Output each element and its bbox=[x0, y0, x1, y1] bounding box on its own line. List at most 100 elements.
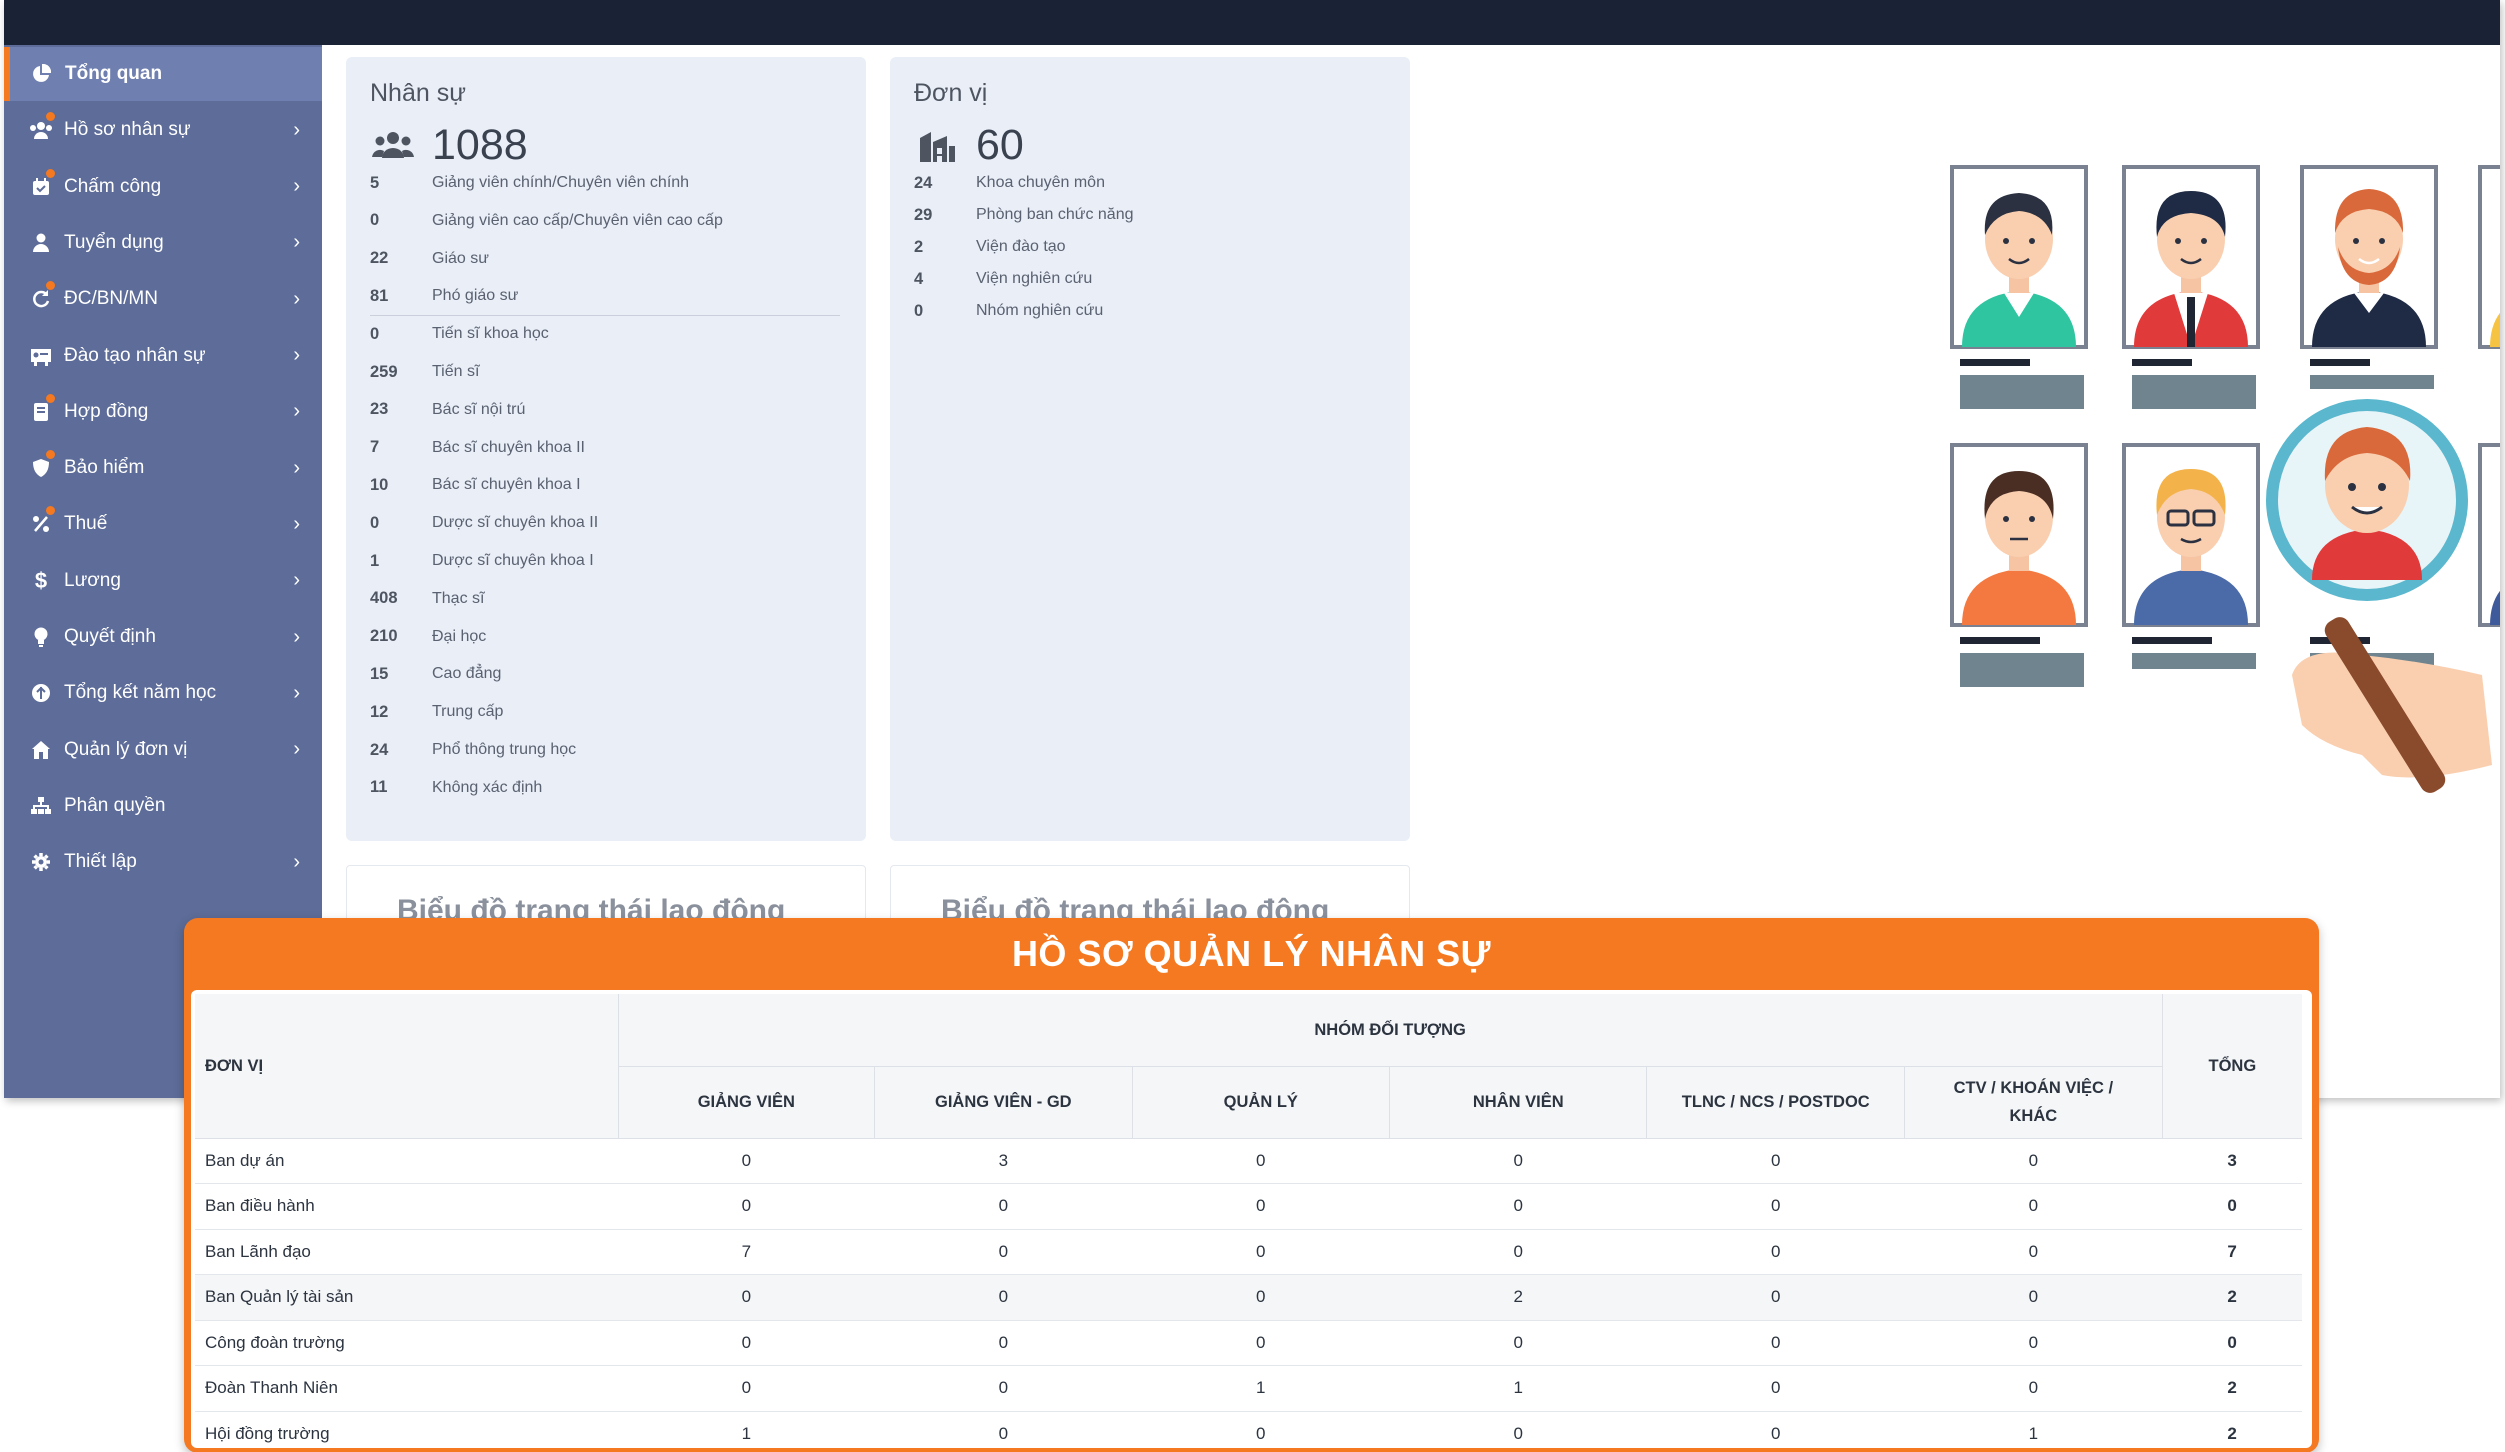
sidebar-item-2[interactable]: Chấm công › bbox=[4, 160, 322, 214]
sidebar-item-6[interactable]: Hợp đồng › bbox=[4, 385, 322, 439]
stat-label: Phổ thông trung học bbox=[432, 741, 577, 758]
count-cell: 0 bbox=[1904, 1274, 2163, 1321]
count-cell: 0 bbox=[1646, 1138, 1905, 1184]
sidebar-item-0[interactable]: Tổng quan bbox=[4, 47, 322, 101]
stat-label: Giảng viên chính/Chuyên viên chính bbox=[432, 174, 690, 191]
sidebar-item-11[interactable]: Tổng kết năm học › bbox=[4, 666, 322, 720]
hr-search-illustration bbox=[1662, 115, 2500, 815]
count-cell: 0 bbox=[874, 1411, 1133, 1448]
sidebar-item-label: Thuế bbox=[64, 513, 108, 535]
count-cell: 0 bbox=[1389, 1320, 1647, 1366]
column-header[interactable]: GIẢNG VIÊN bbox=[618, 1066, 876, 1139]
stat-row: 81 Phó giáo sư bbox=[370, 278, 518, 314]
stat-label: Nhóm nghiên cứu bbox=[976, 302, 1104, 319]
stat-label: Phòng ban chức năng bbox=[976, 206, 1134, 223]
users-icon bbox=[26, 115, 56, 145]
chevron-right-icon: › bbox=[293, 118, 300, 141]
sitemap-icon bbox=[26, 791, 56, 821]
column-header[interactable]: NHÂN VIÊN bbox=[1389, 1066, 1648, 1139]
sidebar-item-4[interactable]: ĐC/BN/MN › bbox=[4, 272, 322, 326]
chevron-right-icon: › bbox=[293, 681, 300, 704]
stat-value: 15 bbox=[370, 664, 389, 683]
stat-row: 24 Phổ thông trung học bbox=[370, 732, 576, 768]
sidebar-item-3[interactable]: Tuyển dụng › bbox=[4, 216, 322, 270]
stat-label: Khoa chuyên môn bbox=[976, 174, 1105, 191]
chevron-right-icon: › bbox=[293, 738, 300, 761]
sidebar-item-9[interactable]: $ Lương › bbox=[4, 554, 322, 608]
column-header[interactable]: TLNC / NCS / POSTDOC bbox=[1646, 1066, 1906, 1139]
stat-row: 24 Khoa chuyên môn bbox=[914, 165, 1105, 201]
stat-label: Trung cấp bbox=[432, 703, 504, 721]
count-cell: 0 bbox=[618, 1320, 875, 1366]
count-cell: 0 bbox=[1389, 1411, 1647, 1448]
count-cell: 0 bbox=[874, 1183, 1133, 1230]
hr-records-panel: HỒ SƠ QUẢN LÝ NHÂN SỰ ĐƠN VỊ NHÓM ĐỐI TƯ… bbox=[184, 918, 2319, 1452]
table-row[interactable]: Ban điều hành 0 0 0 0 0 0 0 bbox=[195, 1183, 2302, 1230]
stat-divider bbox=[370, 315, 840, 317]
app-window: Tổng quan Hồ sơ nhân sự › Chấm công › Tuyển d… bbox=[4, 0, 2500, 1098]
count-cell: 0 bbox=[1132, 1411, 1390, 1448]
users-icon bbox=[370, 125, 416, 165]
sidebar-item-label: Bảo hiểm bbox=[64, 457, 145, 479]
sidebar-item-13[interactable]: Phân quyền bbox=[4, 779, 322, 833]
chevron-right-icon: › bbox=[293, 344, 300, 366]
count-cell: 0 bbox=[1132, 1138, 1390, 1184]
total-cell: 7 bbox=[2162, 1229, 2302, 1275]
count-cell: 0 bbox=[618, 1365, 875, 1412]
shield-icon bbox=[26, 453, 56, 483]
chevron-right-icon: › bbox=[293, 850, 300, 873]
stat-row: 15 Cao đẳng bbox=[370, 656, 501, 692]
stat-label: Giáo sư bbox=[432, 249, 489, 267]
hr-records-table: ĐƠN VỊ NHÓM ĐỐI TƯỢNG TỔNG GIẢNG VIÊN GIẢ… bbox=[195, 994, 2302, 1448]
count-cell: 0 bbox=[874, 1320, 1133, 1366]
stat-value: 22 bbox=[370, 249, 389, 268]
total-cell: 0 bbox=[2162, 1320, 2302, 1366]
stat-row: 29 Phòng ban chức năng bbox=[914, 197, 1134, 233]
stat-row: 12 Trung cấp bbox=[370, 694, 503, 730]
sidebar-item-label: Quyết định bbox=[64, 626, 156, 647]
count-cell: 2 bbox=[1389, 1274, 1647, 1321]
percent-icon bbox=[26, 509, 56, 539]
stat-value: 0 bbox=[370, 513, 380, 532]
count-cell: 1 bbox=[618, 1411, 875, 1448]
total-cell: 2 bbox=[2162, 1274, 2302, 1321]
count-cell: 0 bbox=[1132, 1229, 1390, 1275]
sidebar-item-10[interactable]: Quyết định › bbox=[4, 610, 322, 664]
unit-name-cell: Ban điều hành bbox=[195, 1183, 619, 1230]
stat-value: 0 bbox=[914, 301, 924, 320]
stat-label: Bác sĩ chuyên khoa I bbox=[432, 476, 581, 494]
staff-total: 1088 bbox=[370, 119, 528, 171]
count-cell: 0 bbox=[1904, 1365, 2163, 1412]
unit-name-cell: Ban dự án bbox=[195, 1138, 619, 1184]
table-row[interactable]: Đoàn Thanh Niên 0 0 1 1 0 0 2 bbox=[195, 1365, 2302, 1412]
table-row[interactable]: Ban Lãnh đạo 7 0 0 0 0 0 7 bbox=[195, 1229, 2302, 1275]
sidebar-item-12[interactable]: Quản lý đơn vị › bbox=[4, 723, 322, 777]
column-header[interactable]: CTV / KHOÁN VIỆC / KHÁC bbox=[1904, 1066, 2163, 1139]
unit-card-title: Đơn vị bbox=[914, 79, 988, 107]
count-cell: 0 bbox=[1904, 1320, 2163, 1366]
column-header[interactable]: QUẢN LÝ bbox=[1132, 1066, 1391, 1139]
table-row[interactable]: Ban dự án 0 3 0 0 0 0 3 bbox=[195, 1138, 2302, 1184]
unit-name-cell: Hội đồng trường bbox=[195, 1411, 619, 1448]
staff-card-title: Nhân sự bbox=[370, 79, 466, 107]
sidebar-item-8[interactable]: Thuế › bbox=[4, 497, 322, 551]
table-row[interactable]: Ban Quản lý tài sản 0 0 0 2 0 0 2 bbox=[195, 1274, 2302, 1321]
sidebar-item-7[interactable]: Bảo hiểm › bbox=[4, 441, 322, 495]
count-cell: 0 bbox=[618, 1274, 875, 1321]
header-unit[interactable]: ĐƠN VỊ bbox=[195, 994, 619, 1139]
stat-value: 210 bbox=[370, 627, 398, 646]
count-cell: 0 bbox=[1646, 1274, 1905, 1321]
header-total[interactable]: TỔNG bbox=[2162, 994, 2302, 1139]
column-header[interactable]: GIẢNG VIÊN - GD bbox=[874, 1066, 1133, 1139]
table-row[interactable]: Công đoàn trường 0 0 0 0 0 0 0 bbox=[195, 1320, 2302, 1366]
pie-chart-icon bbox=[26, 59, 56, 89]
stat-value: 2 bbox=[914, 237, 924, 256]
contract-icon bbox=[26, 397, 56, 427]
main-content: Nhân sự 1088 5 Giảng viên chính/Chuyên vi… bbox=[322, 45, 2500, 1098]
sidebar-item-5[interactable]: Đào tạo nhân sự › bbox=[4, 329, 322, 383]
table-row[interactable]: Hội đồng trường 1 0 0 0 0 1 2 bbox=[195, 1411, 2302, 1448]
refresh-icon bbox=[26, 284, 56, 314]
sidebar-item-14[interactable]: Thiết lập › bbox=[4, 835, 322, 889]
stat-row: 23 Bác sĩ nội trú bbox=[370, 392, 525, 428]
sidebar-item-1[interactable]: Hồ sơ nhân sự › bbox=[4, 103, 322, 157]
